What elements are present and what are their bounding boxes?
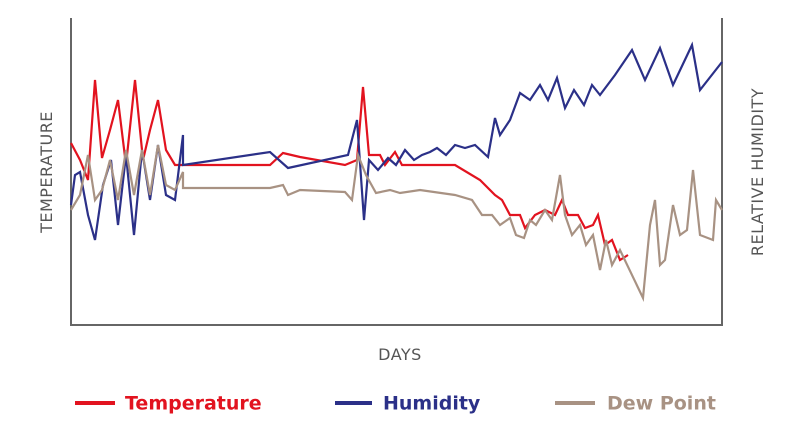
x-axis-title: DAYS — [378, 345, 422, 364]
y-axis-title: TEMPERATURE — [37, 111, 56, 234]
series-line — [70, 79, 629, 262]
legend-label: Temperature — [125, 393, 262, 415]
legend: Temperature Humidity Dew Point — [75, 393, 716, 415]
y2-axis-title: RELATIVE HUMIDITY — [748, 88, 767, 256]
legend-label: Dew Point — [607, 393, 716, 415]
series-line — [70, 144, 723, 303]
legend-label: Humidity — [383, 393, 481, 415]
series-line — [69, 41, 723, 241]
plot-area — [69, 41, 723, 303]
